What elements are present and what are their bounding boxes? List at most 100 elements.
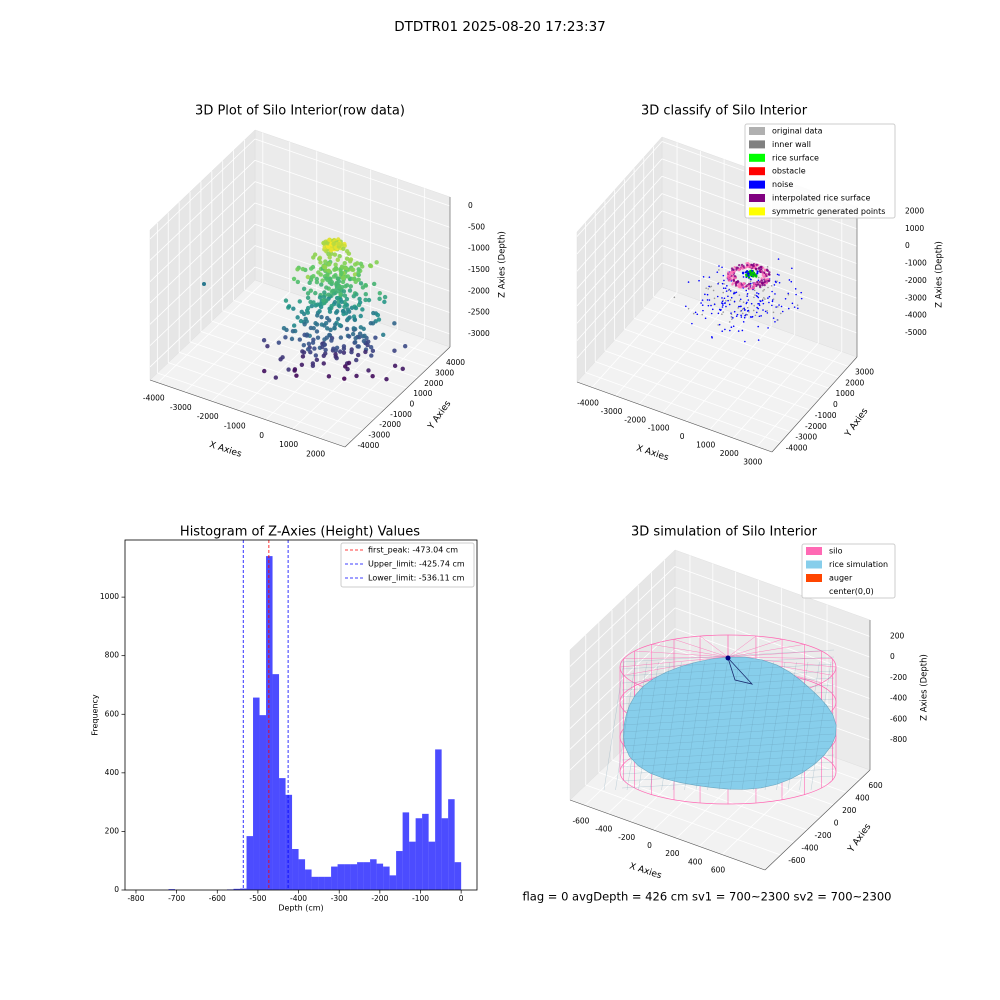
grid-line — [149, 266, 256, 368]
grid-line — [569, 648, 676, 750]
point — [329, 338, 334, 343]
y-tick-label: -200 — [814, 831, 831, 840]
point — [770, 284, 773, 287]
point — [361, 338, 367, 344]
point — [717, 282, 719, 285]
point — [726, 271, 730, 274]
y-tick-label: -3000 — [368, 431, 390, 440]
grid-line — [157, 282, 264, 383]
point — [737, 307, 739, 309]
point — [349, 347, 354, 352]
point — [281, 325, 287, 331]
point — [796, 304, 799, 306]
point — [766, 266, 769, 268]
x-tick-label: 0 — [647, 841, 652, 850]
point — [687, 281, 690, 283]
x-tick-label: -600 — [572, 816, 589, 825]
point — [355, 261, 360, 266]
point — [726, 285, 728, 287]
point — [721, 300, 724, 303]
point — [710, 285, 713, 288]
grid-line — [576, 262, 663, 359]
point — [322, 290, 327, 295]
point — [723, 283, 725, 285]
point — [353, 339, 358, 345]
y-tick-label: -4000 — [357, 441, 379, 450]
point — [759, 300, 761, 302]
grid-line — [653, 296, 849, 367]
point — [762, 302, 765, 305]
z-tick-label: 0 — [905, 241, 910, 250]
legend-box — [801, 543, 896, 599]
point — [788, 279, 791, 281]
bar — [435, 749, 442, 890]
grid-line — [638, 309, 725, 405]
silo-wire — [673, 639, 729, 658]
point — [747, 299, 750, 301]
point — [322, 244, 327, 250]
figure-title: DTDTR01 2025-08-20 17:23:37 — [394, 19, 606, 35]
grid-line — [576, 158, 663, 255]
point — [749, 278, 752, 280]
point — [760, 315, 762, 317]
surface-mesh — [730, 661, 751, 791]
point — [722, 304, 724, 306]
point — [753, 304, 755, 307]
point — [370, 373, 375, 379]
point — [305, 295, 311, 301]
point — [707, 304, 710, 307]
point — [295, 315, 300, 320]
point — [341, 289, 347, 294]
bar — [311, 876, 319, 890]
grid-line — [569, 586, 676, 688]
z-tick-label: 2000 — [905, 206, 924, 215]
bar — [279, 778, 286, 890]
y-tick-label: 200 — [105, 826, 120, 835]
point — [291, 276, 297, 282]
point — [283, 335, 288, 340]
point — [314, 276, 320, 282]
point — [298, 318, 304, 324]
point — [365, 342, 370, 348]
point — [724, 328, 726, 331]
grid-line — [624, 328, 820, 400]
point — [700, 302, 702, 304]
point — [691, 322, 693, 325]
x-tick-label: -1000 — [224, 421, 246, 430]
point — [800, 297, 803, 300]
point — [344, 326, 350, 332]
point — [357, 300, 363, 305]
point — [345, 307, 351, 312]
point — [392, 348, 397, 353]
bar — [402, 812, 410, 890]
point — [332, 322, 338, 327]
point — [331, 241, 336, 246]
point — [713, 297, 716, 300]
point — [717, 324, 720, 326]
bar — [363, 862, 371, 890]
point — [747, 309, 749, 312]
point — [720, 302, 723, 304]
point — [324, 335, 330, 340]
point — [781, 310, 784, 313]
silo-model — [603, 634, 837, 805]
point — [344, 296, 350, 302]
grid-line — [661, 262, 858, 334]
x-tick-label: -800 — [127, 894, 144, 903]
bar — [259, 715, 267, 890]
bar — [357, 862, 364, 890]
legend-swatch — [806, 574, 822, 582]
y-tick-label: -1000 — [815, 411, 837, 420]
point — [323, 351, 328, 356]
point — [733, 266, 736, 269]
point — [276, 340, 282, 345]
point — [753, 289, 756, 292]
point — [705, 287, 708, 290]
grid-line — [254, 159, 451, 228]
point — [772, 311, 775, 314]
point — [706, 299, 709, 301]
point — [756, 292, 758, 294]
legend-swatch — [749, 167, 765, 176]
point — [273, 375, 279, 380]
point — [730, 326, 733, 329]
